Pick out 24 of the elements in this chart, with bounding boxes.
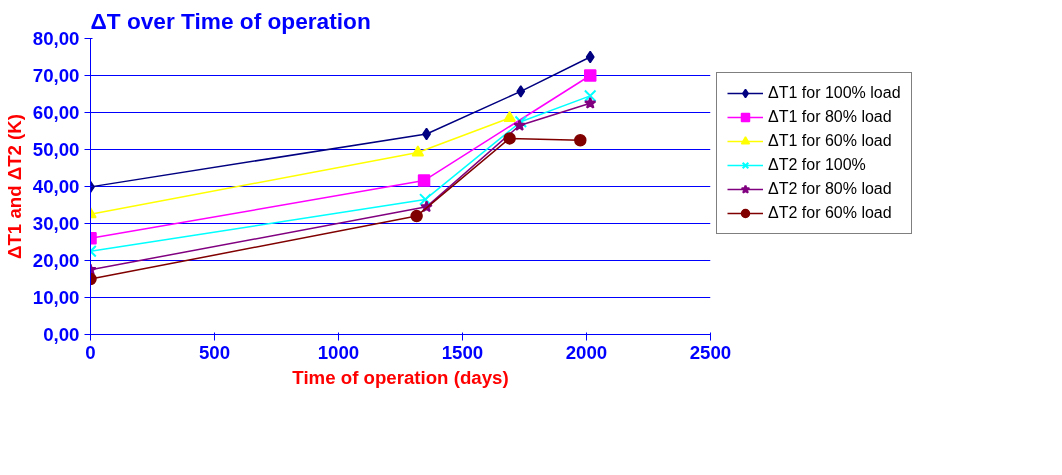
y-tick-label: 60,00	[32, 102, 80, 123]
y-axis-title: ΔT1 and ΔT2 (K)	[3, 114, 25, 259]
y-tick-label: 10,00	[32, 287, 80, 308]
legend-label: ΔT2 for 80% load	[768, 180, 892, 198]
y-tick-label: 0,00	[43, 324, 80, 345]
y-tick-label: 20,00	[32, 250, 80, 271]
chart-title: ΔT over Time of operation	[90, 7, 371, 34]
y-tick-label: 80,00	[32, 28, 80, 49]
x-tick-label: 0	[85, 341, 96, 363]
x-tick-label: 2500	[689, 341, 732, 363]
x-tick-label: 2000	[565, 341, 608, 363]
legend-label: ΔT1 for 60% load	[768, 132, 892, 150]
x-tick-label: 1000	[317, 341, 360, 363]
legend-label: ΔT2 for 60% load	[768, 204, 892, 222]
x-tick-label: 1500	[441, 341, 484, 363]
x-tick-label: 500	[198, 341, 231, 363]
legend-label: ΔT2 for 100%	[768, 156, 866, 174]
legend-label: ΔT1 for 100% load	[768, 84, 901, 102]
y-tick-label: 30,00	[32, 213, 80, 234]
x-axis-title: Time of operation (days)	[292, 366, 509, 388]
y-tick-label: 70,00	[32, 65, 80, 86]
legend-label: ΔT1 for 80% load	[768, 108, 892, 126]
y-tick-label: 50,00	[32, 139, 80, 160]
y-tick-label: 40,00	[32, 176, 80, 197]
